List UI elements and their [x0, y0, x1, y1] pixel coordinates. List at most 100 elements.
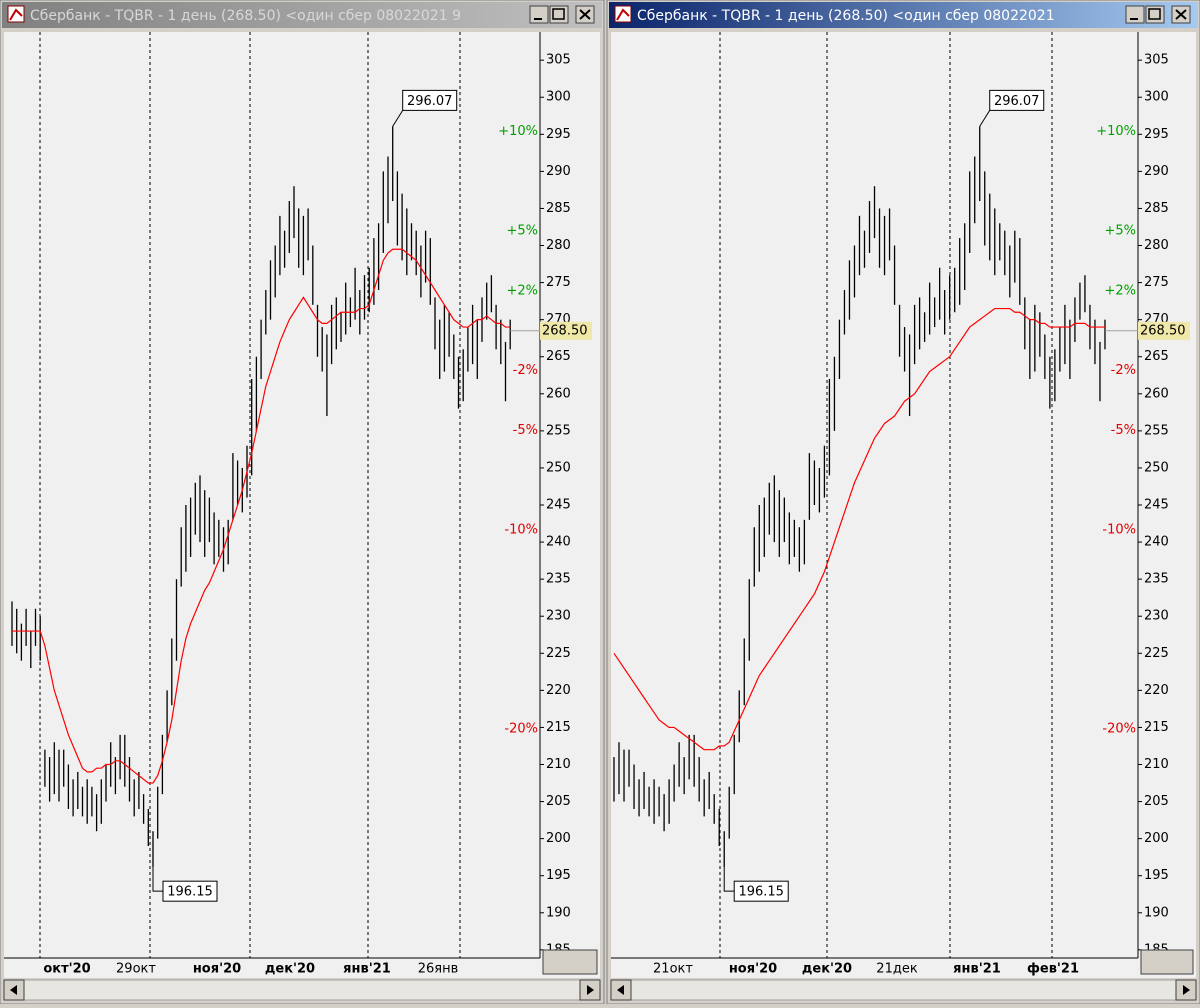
- y-tick-label: 235: [546, 572, 571, 587]
- arrow-right: [1183, 985, 1190, 995]
- y-tick-label: 285: [546, 201, 571, 216]
- window: Сбербанк - TQBR - 1 день (268.50) <один …: [0, 0, 605, 1005]
- annotation-leader: [392, 110, 404, 127]
- y-tick-label: 215: [1144, 720, 1169, 735]
- y-tick-label: 200: [1144, 831, 1169, 846]
- x-tick-label: фев'21: [1027, 962, 1079, 977]
- y-tick-label: 260: [546, 386, 571, 401]
- y-tick-label: 230: [1144, 609, 1169, 624]
- minimize-button[interactable]: [1125, 5, 1145, 24]
- annotation-label: 196.15: [167, 885, 213, 900]
- y-tick-label: 210: [546, 757, 571, 772]
- y-tick-label: 215: [546, 720, 571, 735]
- x-tick-label: ноя'20: [729, 962, 777, 977]
- y-tick-label: 240: [1144, 535, 1169, 550]
- max-glyph: [1148, 8, 1161, 20]
- price-label: 268.50: [542, 323, 588, 338]
- y-tick-label: 295: [1144, 127, 1169, 142]
- y-tick-label: 275: [1144, 275, 1169, 290]
- y-tick-label: 205: [1144, 794, 1169, 809]
- y-tick-label: 245: [1144, 498, 1169, 513]
- x-tick-label: дек'20: [265, 962, 315, 977]
- annotation-box: [989, 89, 1045, 111]
- annotation-label: 296.07: [407, 94, 453, 109]
- y-tick-label: 235: [1144, 572, 1169, 587]
- y-tick-label: 200: [546, 831, 571, 846]
- arrow-left: [10, 985, 17, 995]
- percent-level-label: -5%: [513, 423, 538, 438]
- scroll-thumb-vertical[interactable]: [1140, 949, 1194, 975]
- x-tick-label: 21дек: [876, 962, 918, 977]
- y-tick-label: 305: [1144, 53, 1169, 68]
- y-tick-label: 255: [1144, 423, 1169, 438]
- y-tick-label: 275: [546, 275, 571, 290]
- percent-level-label: -10%: [504, 522, 538, 537]
- x-tick-label: ноя'20: [193, 962, 241, 977]
- window: Сбербанк - TQBR - 1 день (268.50) <один …: [606, 0, 1200, 1005]
- annotation-label: 296.07: [994, 94, 1040, 109]
- y-tick-label: 250: [546, 460, 571, 475]
- window-icon-mark: [9, 8, 23, 21]
- chart-area: [4, 32, 600, 958]
- moving-average: [12, 248, 511, 784]
- y-tick-label: 205: [546, 794, 571, 809]
- x-label-strip: [611, 958, 1196, 978]
- percent-level-label: +2%: [1104, 283, 1136, 298]
- window-title: Сбербанк - TQBR - 1 день (268.50) <один …: [30, 8, 461, 24]
- percent-level-label: +5%: [506, 224, 538, 239]
- y-tick-label: 260: [1144, 386, 1169, 401]
- percent-level-label: +10%: [1096, 124, 1136, 139]
- percent-level-label: +5%: [1104, 224, 1136, 239]
- y-tick-label: 265: [1144, 349, 1169, 364]
- x-tick-label: окт'20: [43, 962, 90, 977]
- scroll-thumb-vertical[interactable]: [542, 949, 598, 975]
- y-tick-label: 225: [546, 646, 571, 661]
- y-tick-label: 190: [546, 905, 571, 920]
- x-tick-label: 29окт: [116, 962, 156, 977]
- annotation-leader: [979, 110, 991, 127]
- y-tick-label: 230: [546, 609, 571, 624]
- y-tick-label: 295: [546, 127, 571, 142]
- y-tick-label: 285: [1144, 201, 1169, 216]
- y-tick-label: 245: [546, 498, 571, 513]
- y-tick-label: 300: [1144, 90, 1169, 105]
- scrollbar[interactable]: [610, 979, 1197, 1001]
- y-tick-label: 240: [546, 535, 571, 550]
- annotation-box: [162, 880, 218, 902]
- x-tick-label: 21окт: [653, 962, 693, 977]
- annotation-label: 196.15: [738, 885, 784, 900]
- arrow-left: [617, 985, 624, 995]
- percent-level-label: -20%: [504, 721, 538, 736]
- close-glyph: [579, 9, 591, 20]
- plot: [613, 32, 1106, 958]
- y-tick-label: 190: [1144, 905, 1169, 920]
- price-label: 268.50: [1140, 323, 1186, 338]
- scrollbar[interactable]: [3, 979, 601, 1001]
- y-tick-label: 195: [1144, 868, 1169, 883]
- price-box: [1138, 321, 1190, 340]
- percent-level-label: -2%: [513, 363, 538, 378]
- x-tick-label: янв'21: [953, 962, 1001, 977]
- y-tick-label: 195: [546, 868, 571, 883]
- y-tick-label: 300: [546, 90, 571, 105]
- window-icon-mark: [616, 8, 630, 21]
- plot: [11, 32, 511, 958]
- minimize-button[interactable]: [529, 5, 549, 24]
- y-tick-label: 280: [546, 238, 571, 253]
- annotation-box: [733, 880, 789, 902]
- max-glyph: [552, 8, 565, 20]
- y-tick-label: 255: [546, 423, 571, 438]
- y-tick-label: 290: [1144, 164, 1169, 179]
- arrow-right: [587, 985, 594, 995]
- y-tick-label: 280: [1144, 238, 1169, 253]
- annotation-box: [402, 89, 458, 111]
- x-label-strip: [4, 958, 600, 978]
- moving-average: [613, 307, 1105, 751]
- y-tick-label: 290: [546, 164, 571, 179]
- annotation-leader: [152, 867, 163, 892]
- y-tick-label: 210: [1144, 757, 1169, 772]
- y-tick-label: 265: [546, 349, 571, 364]
- y-tick-label: 225: [1144, 646, 1169, 661]
- title-bar: [609, 2, 1198, 28]
